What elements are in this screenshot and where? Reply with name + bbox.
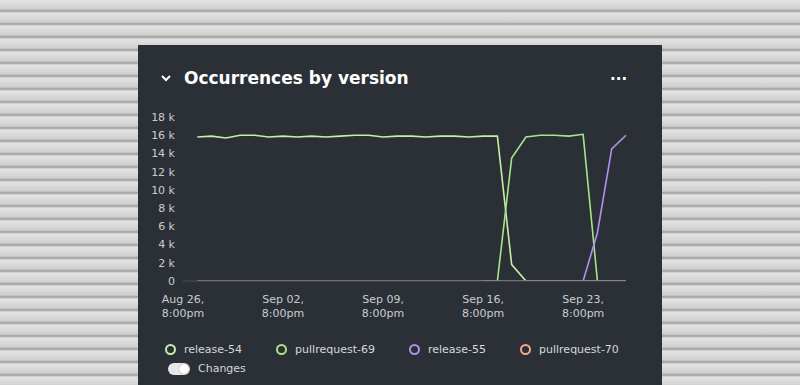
svg-text:2 k: 2 k bbox=[158, 257, 175, 270]
svg-text:8:00pm: 8:00pm bbox=[162, 307, 204, 320]
svg-text:6 k: 6 k bbox=[158, 220, 175, 233]
svg-text:8:00pm: 8:00pm bbox=[562, 307, 604, 320]
html-text:release-55: release-55 bbox=[427, 343, 486, 356]
svg-text:12 k: 12 k bbox=[151, 166, 175, 179]
svg-text:Aug 26,: Aug 26, bbox=[162, 293, 204, 306]
svg-text:Sep 16,: Sep 16, bbox=[462, 293, 504, 306]
svg-text:18 k: 18 k bbox=[151, 111, 175, 124]
svg-text:Sep 02,: Sep 02, bbox=[262, 293, 304, 306]
svg-text:4 k: 4 k bbox=[158, 238, 175, 251]
svg-text:Sep 23,: Sep 23, bbox=[562, 293, 604, 306]
svg-text:8:00pm: 8:00pm bbox=[262, 307, 304, 320]
svg-text:10 k: 10 k bbox=[151, 184, 175, 197]
svg-text:8:00pm: 8:00pm bbox=[362, 307, 404, 320]
html-text:pullrequest-70: pullrequest-70 bbox=[539, 343, 619, 356]
html-text:pullrequest-69: pullrequest-69 bbox=[295, 343, 375, 356]
svg-text:0: 0 bbox=[168, 275, 175, 288]
svg-text:8 k: 8 k bbox=[158, 202, 175, 215]
svg-text:8:00pm: 8:00pm bbox=[462, 307, 504, 320]
html-text:Occurrences by version: Occurrences by version bbox=[184, 68, 409, 88]
svg-text:16 k: 16 k bbox=[151, 129, 175, 142]
svg-text:14 k: 14 k bbox=[151, 147, 175, 160]
html-text:release-54: release-54 bbox=[184, 343, 243, 356]
svg-text:Sep 09,: Sep 09, bbox=[362, 293, 404, 306]
html-text:Changes: Changes bbox=[198, 362, 246, 375]
